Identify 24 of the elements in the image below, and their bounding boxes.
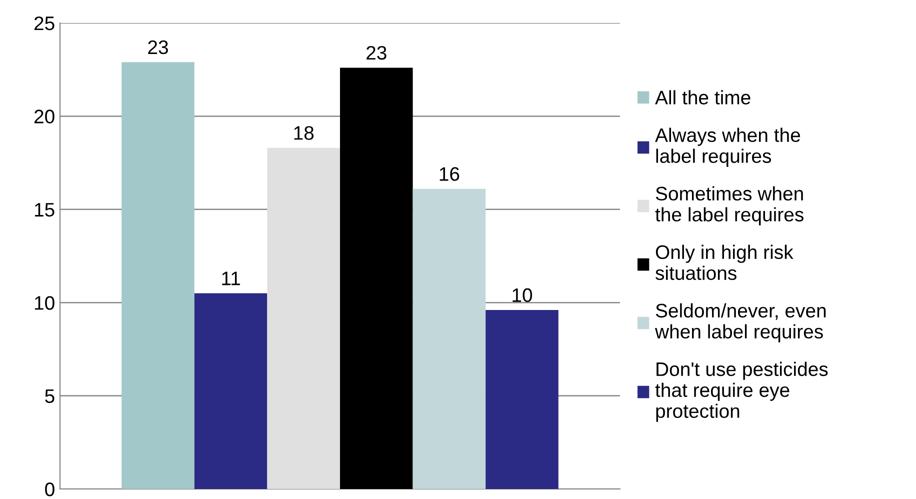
bar <box>340 68 413 489</box>
data-label: 16 <box>440 167 460 181</box>
data-label: 23 <box>148 40 168 54</box>
y-tick-label: 20 <box>34 110 54 124</box>
y-tick-label: 10 <box>34 296 54 310</box>
bar <box>194 293 268 489</box>
data-label: 10 <box>512 288 532 302</box>
y-tick-label: 0 <box>45 482 54 496</box>
bar <box>412 188 486 489</box>
data-label: 18 <box>294 126 314 140</box>
legend-label: Sometimes when the label requires <box>655 186 804 226</box>
bar <box>267 148 340 489</box>
y-tick-label: 5 <box>45 389 54 404</box>
data-label: 23 <box>366 46 386 60</box>
y-tick-label: 15 <box>34 203 54 217</box>
legend-label: Only in high risk situations <box>656 244 794 280</box>
legend-label: Seldom/never, even when label requires <box>654 303 826 342</box>
legend-label: All the time <box>655 90 750 104</box>
legend-label: Don't use pesticides that require eye protection <box>655 362 828 422</box>
data-label: 11 <box>222 272 240 286</box>
bar <box>122 62 194 489</box>
legend-label: Always when the label requires <box>655 128 800 167</box>
y-tick-label: 25 <box>34 16 54 30</box>
bar <box>486 310 558 489</box>
